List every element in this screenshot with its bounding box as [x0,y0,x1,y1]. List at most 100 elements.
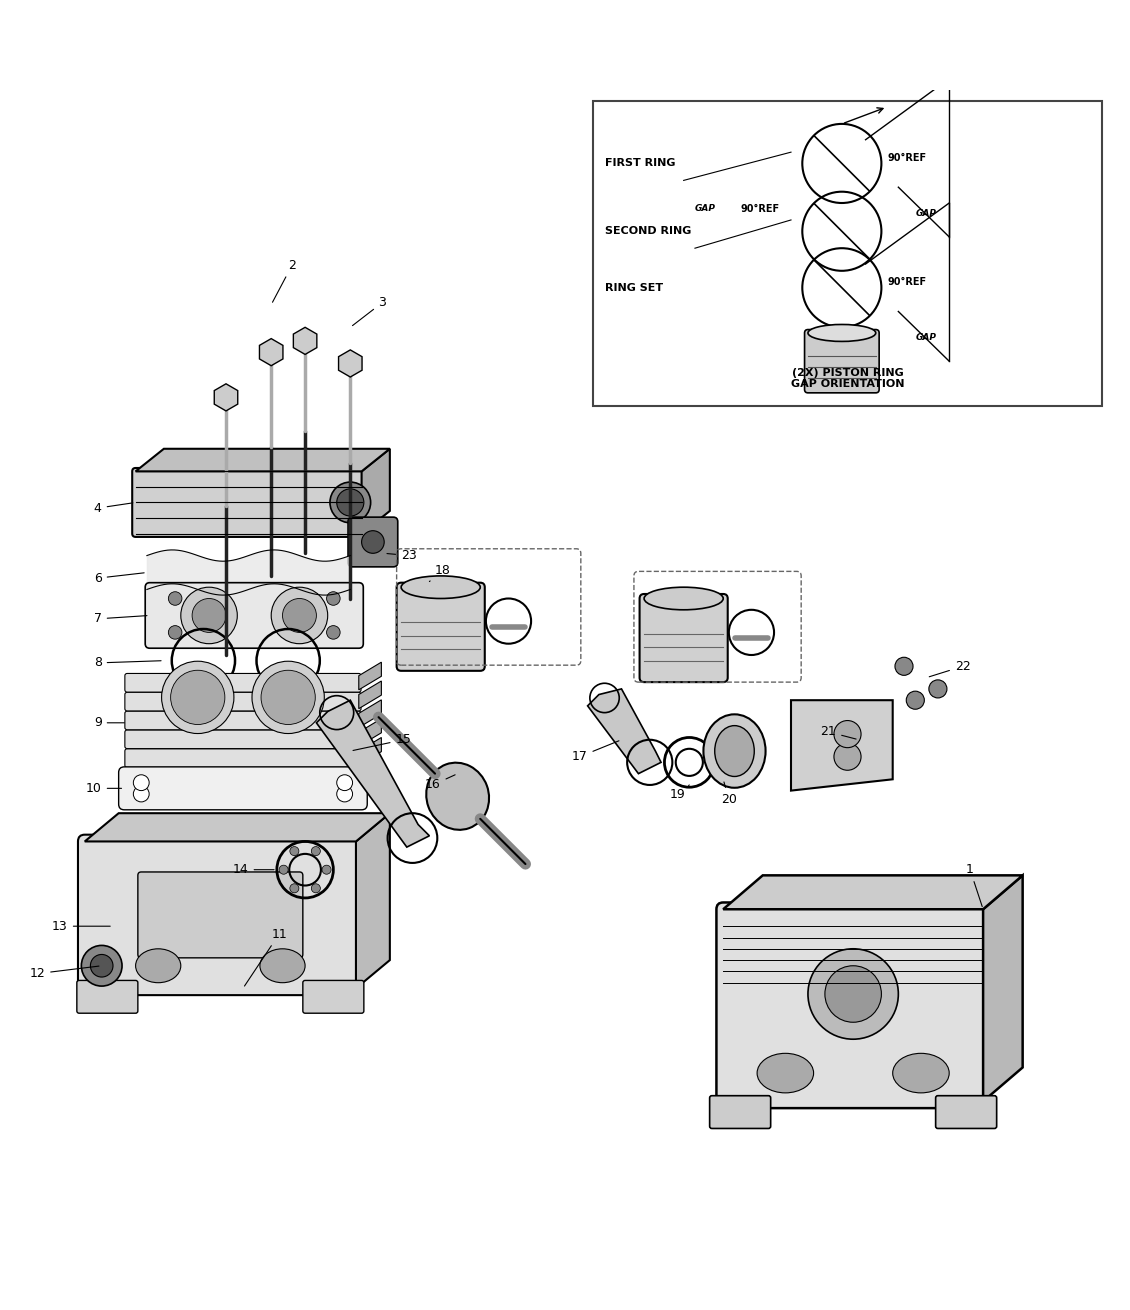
Text: GAP: GAP [915,333,937,342]
Text: 19: 19 [670,785,689,802]
Text: 21: 21 [820,726,857,739]
Text: FIRST RING: FIRST RING [605,159,675,169]
Text: 11: 11 [244,927,287,986]
Polygon shape [358,719,382,747]
Text: GAP: GAP [695,204,716,214]
FancyBboxPatch shape [716,903,990,1108]
Text: 23: 23 [386,549,417,562]
Circle shape [337,786,353,802]
FancyBboxPatch shape [138,872,303,958]
Circle shape [327,592,340,605]
Circle shape [834,743,861,770]
Circle shape [282,599,316,633]
Text: 12: 12 [29,965,99,980]
Text: 2: 2 [272,258,296,303]
FancyBboxPatch shape [936,1095,997,1128]
Circle shape [133,774,149,791]
Polygon shape [356,814,390,988]
Text: 7: 7 [94,612,147,625]
Text: 14: 14 [233,863,275,876]
Text: 13: 13 [52,920,111,933]
FancyBboxPatch shape [77,980,138,1013]
Circle shape [289,884,298,893]
Text: 9: 9 [94,717,124,730]
Polygon shape [723,875,1023,909]
Text: 3: 3 [353,296,386,326]
Circle shape [133,786,149,802]
Text: 20: 20 [721,782,737,806]
FancyBboxPatch shape [124,730,362,748]
Circle shape [90,955,113,977]
Circle shape [261,671,315,724]
Circle shape [192,599,226,633]
Ellipse shape [136,948,181,982]
Text: 15: 15 [353,734,411,751]
Polygon shape [358,738,382,765]
Text: 1: 1 [966,863,982,907]
Text: 8: 8 [94,656,162,669]
Text: 10: 10 [86,782,122,795]
FancyBboxPatch shape [640,593,728,683]
Circle shape [808,948,898,1039]
FancyBboxPatch shape [397,583,485,671]
FancyBboxPatch shape [348,517,398,567]
Circle shape [168,626,182,639]
Text: 90°REF: 90°REF [740,203,780,214]
Circle shape [362,531,384,553]
Circle shape [271,587,328,643]
Text: GAP: GAP [915,208,937,217]
Circle shape [337,774,353,791]
Circle shape [289,846,298,855]
Circle shape [81,946,122,986]
Text: SECOND RING: SECOND RING [605,227,690,236]
Text: 16: 16 [425,774,455,791]
Polygon shape [588,689,661,774]
Text: 90°REF: 90°REF [887,153,927,162]
Ellipse shape [715,726,755,777]
Text: (2X) PISTON RING
GAP ORIENTATION: (2X) PISTON RING GAP ORIENTATION [791,368,904,389]
Circle shape [327,626,340,639]
Ellipse shape [426,762,489,829]
FancyBboxPatch shape [145,583,364,648]
Text: 6: 6 [94,571,145,584]
Circle shape [252,662,324,734]
Polygon shape [362,449,390,533]
Circle shape [181,587,237,643]
Circle shape [168,592,182,605]
Polygon shape [136,449,390,472]
FancyBboxPatch shape [124,673,362,692]
Circle shape [322,865,331,874]
Text: 90°REF: 90°REF [887,278,927,287]
FancyBboxPatch shape [805,330,879,393]
Circle shape [279,865,288,874]
FancyBboxPatch shape [710,1095,771,1128]
FancyBboxPatch shape [303,980,364,1013]
Circle shape [330,482,371,523]
Polygon shape [358,662,382,690]
Ellipse shape [401,576,480,599]
Circle shape [162,662,234,734]
Polygon shape [316,701,429,848]
Ellipse shape [644,587,723,609]
FancyBboxPatch shape [124,692,362,711]
Ellipse shape [757,1053,814,1093]
Circle shape [312,846,321,855]
Ellipse shape [260,948,305,982]
Text: 4: 4 [94,502,133,515]
FancyBboxPatch shape [124,711,362,730]
Circle shape [312,884,321,893]
Circle shape [929,680,947,698]
FancyBboxPatch shape [119,766,367,810]
Text: 22: 22 [929,660,971,677]
Circle shape [906,692,924,709]
Ellipse shape [808,325,876,342]
Ellipse shape [703,714,766,787]
Polygon shape [791,701,893,791]
Circle shape [337,489,364,516]
Bar [593,101,1102,406]
Text: 18: 18 [429,563,451,582]
Circle shape [895,658,913,676]
Text: RING SET: RING SET [605,283,662,292]
Polygon shape [358,681,382,709]
Circle shape [825,965,881,1022]
